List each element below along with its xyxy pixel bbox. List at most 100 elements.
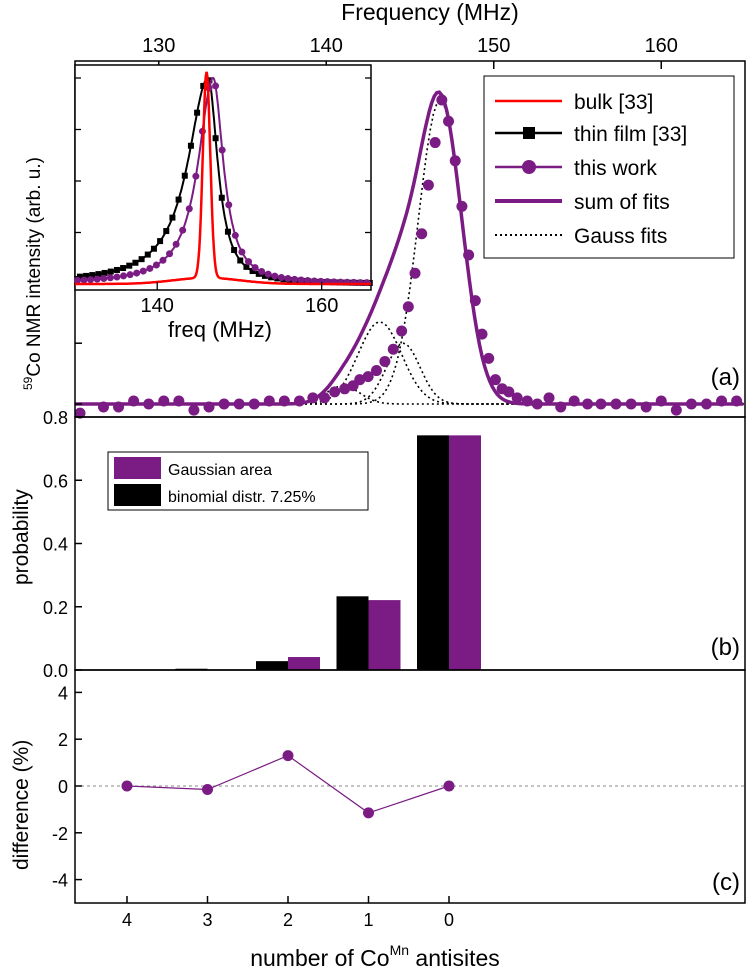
inset-this-work-point bbox=[126, 271, 134, 279]
legend-gauss-label: Gauss fits bbox=[574, 225, 667, 248]
inset-this-work-point bbox=[166, 250, 174, 258]
inset-thin-film-marker bbox=[101, 269, 108, 276]
x-axis-label-main: number of Co bbox=[250, 945, 389, 971]
legend-sum-label: sum of fits bbox=[574, 191, 670, 214]
inset-thin-film-marker bbox=[95, 271, 102, 278]
inset-thin-film-marker bbox=[249, 268, 256, 275]
panel-b-y-tick-label: 0.6 bbox=[43, 471, 68, 491]
binomial-bar bbox=[417, 435, 449, 670]
panel-b-y-ticks: 0.0 0.2 0.4 0.6 0.8 bbox=[43, 408, 82, 681]
inset-this-work-point bbox=[238, 248, 246, 256]
category-tick-label: 2 bbox=[283, 910, 293, 930]
this-work-points bbox=[74, 94, 743, 419]
y-axis-label-a: 59Co NMR intensity (arb. u.) bbox=[21, 157, 45, 390]
y-axis-label-a-sup: 59 bbox=[21, 376, 35, 390]
inset-this-work-point bbox=[264, 270, 272, 278]
legend-thin-film-label: thin film [33] bbox=[574, 123, 687, 146]
this-work-point bbox=[188, 404, 200, 416]
this-work-point bbox=[371, 365, 382, 377]
inset-thin-film-marker bbox=[268, 274, 275, 281]
inset-this-work-point bbox=[87, 276, 95, 284]
inset-thin-film-marker bbox=[113, 266, 120, 273]
inset-this-work-point bbox=[310, 277, 318, 285]
this-work-point bbox=[555, 401, 567, 413]
inset-this-work-point bbox=[212, 82, 220, 90]
inset-thin-film-marker bbox=[163, 228, 170, 235]
inset-thin-film-marker bbox=[157, 238, 164, 245]
inset-this-work-point bbox=[113, 273, 121, 281]
this-work-point bbox=[233, 398, 245, 410]
this-work-point bbox=[489, 374, 501, 386]
inset-thin-film-marker bbox=[89, 272, 96, 279]
inset-thin-film-marker bbox=[224, 228, 231, 235]
inset-thin-film-marker bbox=[181, 172, 188, 179]
this-work-point bbox=[700, 398, 712, 410]
inset-thin-film-marker bbox=[175, 196, 182, 203]
this-work-point bbox=[128, 395, 140, 407]
this-work-point bbox=[511, 392, 523, 404]
gaussian-bar bbox=[449, 435, 481, 670]
top-axis-tick-label: 130 bbox=[142, 35, 175, 57]
this-work-point bbox=[625, 398, 637, 410]
inset-thin-film-marker bbox=[107, 268, 114, 275]
this-work-point bbox=[443, 115, 455, 127]
gaussian-bar bbox=[368, 600, 401, 670]
this-work-point bbox=[97, 401, 109, 413]
this-work-point bbox=[463, 249, 475, 261]
this-work-point bbox=[416, 228, 428, 240]
this-work-point bbox=[670, 404, 682, 416]
inset-this-work-point bbox=[73, 276, 81, 284]
inset-this-work-point bbox=[146, 264, 154, 272]
inset-this-work-point bbox=[192, 172, 200, 180]
inset-this-work-point bbox=[179, 226, 187, 234]
this-work-point bbox=[582, 398, 594, 410]
panel-c: -4 -2 0 2 4 4 3 2 1 0 (c) difference (%) number … bbox=[10, 669, 746, 971]
inset-this-work-point bbox=[185, 205, 193, 213]
inset-thin-film-marker bbox=[144, 251, 151, 258]
inset-thin-film-marker bbox=[237, 257, 244, 264]
this-work-point bbox=[655, 395, 667, 407]
legend-gaussian-label: Gaussian area bbox=[168, 462, 272, 479]
category-tick-label: 0 bbox=[444, 910, 454, 930]
inset-this-work-point bbox=[159, 256, 167, 264]
this-work-point bbox=[263, 395, 275, 407]
inset-thin-film-marker bbox=[243, 263, 250, 270]
legend-this-work-label: this work bbox=[574, 157, 657, 180]
inset-this-work-point bbox=[106, 274, 114, 282]
this-work-point bbox=[716, 395, 728, 407]
inset-x-tick-label: 140 bbox=[141, 295, 174, 317]
inset-this-work-point bbox=[93, 275, 101, 283]
this-work-point bbox=[503, 386, 515, 398]
panel-c-y-tick-label: 0 bbox=[58, 777, 68, 797]
top-axis-label: Frequency (MHz) bbox=[341, 0, 519, 25]
this-work-point bbox=[610, 398, 622, 410]
this-work-point bbox=[640, 401, 652, 413]
inset-this-work-point bbox=[284, 275, 292, 283]
this-work-point bbox=[113, 401, 125, 413]
panel-c-y-tick-label: -4 bbox=[52, 871, 68, 891]
this-work-point bbox=[218, 398, 230, 410]
difference-line bbox=[126, 754, 450, 814]
panel-b-label: (b) bbox=[711, 634, 740, 661]
inset-thin-film-marker bbox=[261, 272, 268, 279]
this-work-point bbox=[203, 401, 215, 413]
legend-binomial-swatch bbox=[114, 484, 161, 506]
panel-c-y-ticks: -4 -2 0 2 4 bbox=[52, 683, 82, 891]
panel-a-label: (a) bbox=[711, 364, 740, 391]
x-axis-label-sup: Mn bbox=[390, 942, 409, 958]
category-ticks: 4 3 2 1 0 bbox=[122, 896, 454, 930]
this-work-point bbox=[422, 179, 434, 191]
category-tick-label: 1 bbox=[363, 910, 373, 930]
this-work-point bbox=[568, 395, 580, 407]
inset-thin-film-marker bbox=[132, 259, 139, 266]
this-work-point bbox=[387, 343, 399, 355]
panel-c-frame bbox=[74, 669, 746, 904]
panel-b-y-tick-label: 0.8 bbox=[43, 408, 68, 428]
x-axis-label: number of CoMn antisites bbox=[250, 942, 500, 971]
this-work-point bbox=[521, 395, 533, 407]
difference-series bbox=[121, 750, 455, 819]
this-work-point bbox=[248, 398, 260, 410]
inset-this-work-point bbox=[139, 267, 147, 275]
inset-thin-film-marker bbox=[83, 272, 90, 279]
